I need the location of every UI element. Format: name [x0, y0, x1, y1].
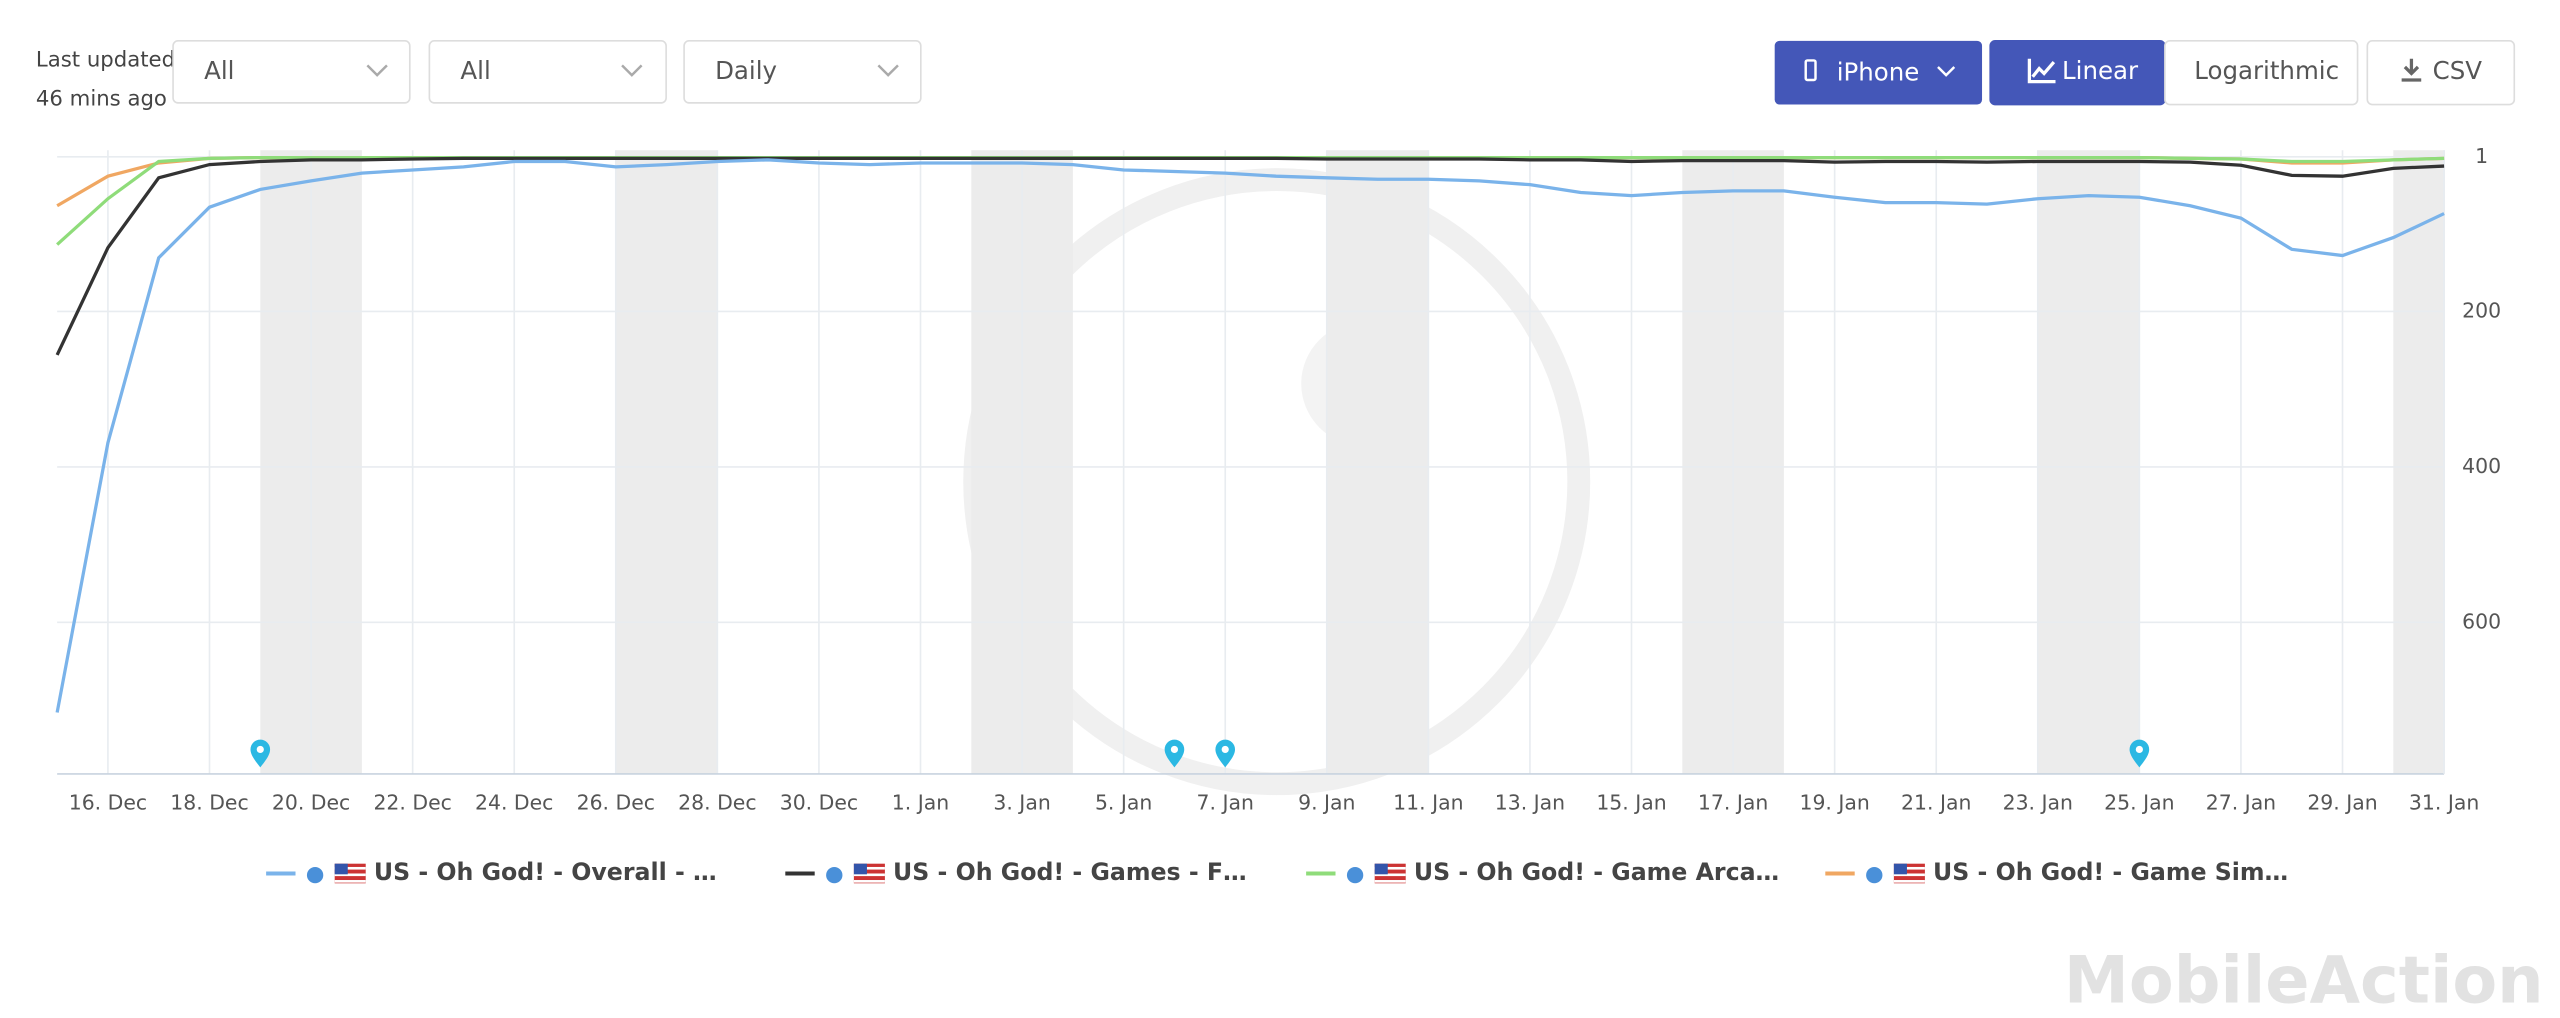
series-line — [55, 156, 2445, 356]
dropdown-box[interactable] — [428, 40, 667, 104]
y-tick-label: 1 — [2475, 144, 2488, 168]
csv-button[interactable]: CSV — [2366, 40, 2516, 106]
y-tick-label: 200 — [2462, 298, 2501, 322]
legend-label: US - Oh God! - Overall - … — [374, 858, 717, 886]
log-button[interactable] — [2164, 40, 2359, 106]
x-tick-label: 9. Jan — [1298, 790, 1355, 814]
event-pin-dot — [2135, 745, 2143, 753]
apple-icon — [1866, 866, 1883, 884]
dropdown-value[interactable]: All — [204, 56, 234, 85]
x-tick-label: 11. Jan — [1393, 790, 1463, 814]
x-tick-label: 21. Jan — [1901, 790, 1971, 814]
event-pin — [250, 739, 271, 768]
x-tick-label: 1. Jan — [892, 790, 949, 814]
linear-label[interactable]: Linear — [2062, 56, 2139, 85]
x-tick-label: 5. Jan — [1095, 790, 1152, 814]
legend-label: US - Oh God! - Games - F… — [893, 858, 1247, 886]
weekend-band — [2037, 150, 2140, 774]
last-updated: Last updated — [36, 47, 175, 72]
flag-stripe — [334, 880, 366, 883]
series-line — [55, 158, 2445, 713]
apple-icon — [306, 866, 324, 884]
x-tick-label: 13. Jan — [1495, 790, 1565, 814]
flag-stripe — [334, 873, 366, 877]
y-tick-label: 400 — [2462, 454, 2501, 478]
filter-dropdown[interactable]: All — [428, 40, 667, 104]
x-tick-label: 29. Jan — [2307, 790, 2377, 814]
x-tick-label: 3. Jan — [993, 790, 1050, 814]
dropdown-value[interactable]: All — [460, 56, 490, 85]
log-label[interactable]: Logarithmic — [2194, 56, 2339, 85]
x-tick-label: 26. Dec — [577, 790, 655, 814]
apple-icon — [826, 866, 843, 884]
legend-label: US - Oh God! - Game Sim… — [1933, 858, 2288, 886]
x-tick-label: 16. Dec — [69, 790, 147, 814]
x-tick-label: 30. Dec — [780, 790, 858, 814]
x-tick-label: 18. Dec — [170, 790, 248, 814]
x-tick-label: 17. Jan — [1698, 790, 1768, 814]
flag-canton — [1374, 863, 1388, 875]
event-pin-dot — [1170, 745, 1179, 753]
scale-toggle[interactable]: Linear Logarithmic — [1989, 40, 2359, 106]
flag-stripe — [1374, 880, 1406, 883]
flag-canton — [853, 863, 867, 875]
event-pin-dot — [256, 745, 264, 753]
legend-label: US - Oh God! - Game Arca… — [1414, 858, 1779, 886]
flag-stripe — [1374, 866, 1406, 870]
updated-ago: 46 mins ago — [36, 87, 167, 112]
device-button[interactable]: iPhone — [1774, 40, 1983, 105]
flag-canton — [1893, 863, 1907, 875]
flag-stripe — [334, 866, 366, 870]
x-tick-label: 7. Jan — [1197, 790, 1254, 814]
event-pin — [1215, 739, 1236, 768]
event-pin — [1164, 739, 1185, 768]
x-tick-label: 31. Jan — [2409, 790, 2479, 814]
dropdown-value[interactable]: Daily — [715, 56, 777, 85]
x-tick-label: 28. Dec — [678, 790, 756, 814]
x-tick-label: 23. Jan — [2003, 790, 2073, 814]
x-tick-label: 27. Jan — [2206, 790, 2276, 814]
x-tick-label: 25. Jan — [2104, 790, 2174, 814]
y-tick-label: 600 — [2462, 609, 2501, 633]
x-tick-label: 24. Dec — [475, 790, 553, 814]
filter-dropdown[interactable]: All — [172, 40, 411, 104]
x-tick-label: 19. Jan — [1799, 790, 1869, 814]
weekend-band — [2393, 150, 2445, 774]
flag-stripe — [853, 866, 885, 870]
plot: 1 200 400 600 16. Dec 18. Dec 20. Dec 22. Dec 24… — [55, 144, 2501, 814]
flag-stripe — [1893, 880, 1925, 883]
event-pin-dot — [1221, 745, 1229, 753]
event-pin — [2129, 739, 2150, 768]
device-label[interactable]: iPhone — [1837, 57, 1920, 86]
csv-box[interactable] — [2366, 40, 2516, 106]
flag-stripe — [853, 880, 885, 883]
flag-stripe — [1893, 873, 1925, 877]
brand-watermark: MobileAction — [2064, 943, 2544, 1018]
dropdown-box[interactable] — [683, 40, 922, 104]
x-tick-label: 15. Jan — [1596, 790, 1666, 814]
apple-icon — [1346, 866, 1364, 884]
flag-stripe — [1374, 873, 1406, 877]
weekend-band — [615, 150, 718, 774]
flag-stripe — [853, 873, 885, 877]
device-box[interactable] — [1774, 40, 1983, 105]
weekend-band — [1326, 150, 1429, 774]
x-tick-label: 22. Dec — [373, 790, 451, 814]
x-tick-label: 20. Dec — [272, 790, 350, 814]
flag-stripe — [1893, 866, 1925, 870]
filter-dropdown[interactable]: Daily — [683, 40, 922, 104]
dropdown-box[interactable] — [172, 40, 411, 104]
weekend-bands — [260, 150, 2445, 774]
flag-canton — [334, 863, 348, 875]
legend: US - Oh God! - Overall - … US - Oh God! -… — [266, 858, 2288, 886]
csv-label[interactable]: CSV — [2433, 56, 2483, 85]
